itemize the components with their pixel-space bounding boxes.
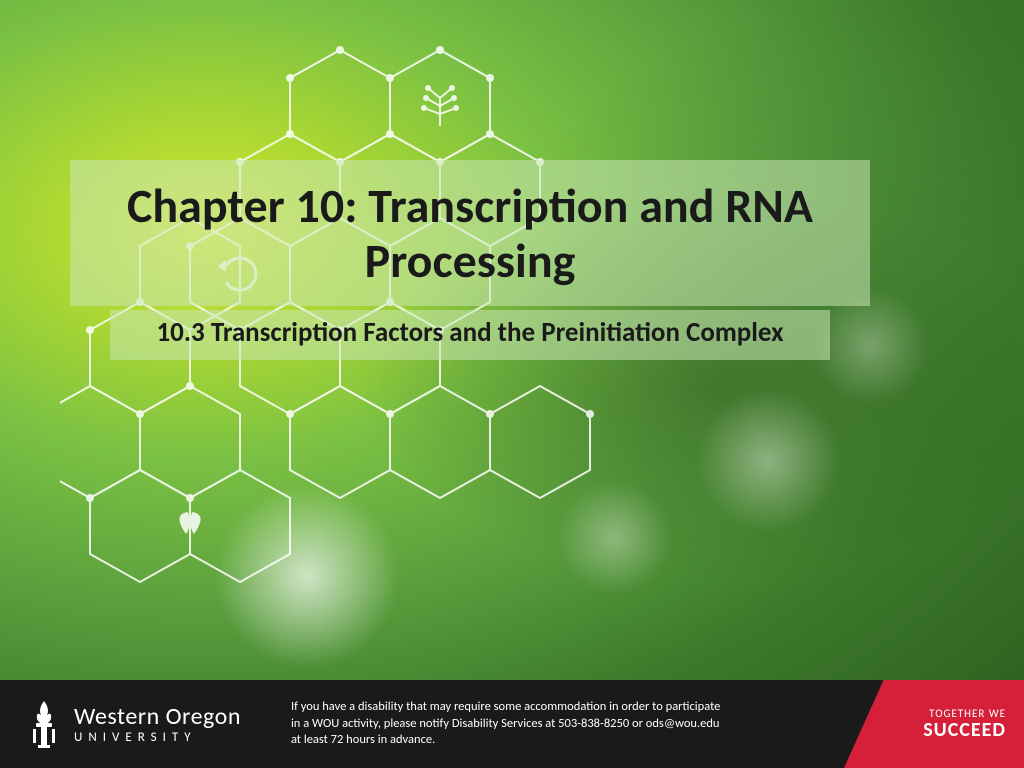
university-logo: Western Oregon UNIVERSITY [0,699,241,749]
title-box: Chapter 10: Transcription and RNA Proces… [70,160,870,306]
subtitle-box: 10.3 Transcription Factors and the Prein… [110,310,830,360]
footer-bar: Western Oregon UNIVERSITY If you have a … [0,680,1024,768]
slide-container: Chapter 10: Transcription and RNA Proces… [0,0,1024,768]
slide-title: Chapter 10: Transcription and RNA Proces… [100,178,840,288]
banner-bottom-text: SUCCEED [923,718,1006,742]
disability-notice: If you have a disability that may requir… [291,699,731,750]
slide-subtitle: 10.3 Transcription Factors and the Prein… [130,318,810,348]
university-name: Western Oregon UNIVERSITY [74,705,241,744]
university-main-text: Western Oregon [74,705,241,729]
university-sub-text: UNIVERSITY [74,731,241,744]
succeed-banner: TOGETHER WE SUCCEED [844,680,1024,768]
torch-icon [28,699,60,749]
